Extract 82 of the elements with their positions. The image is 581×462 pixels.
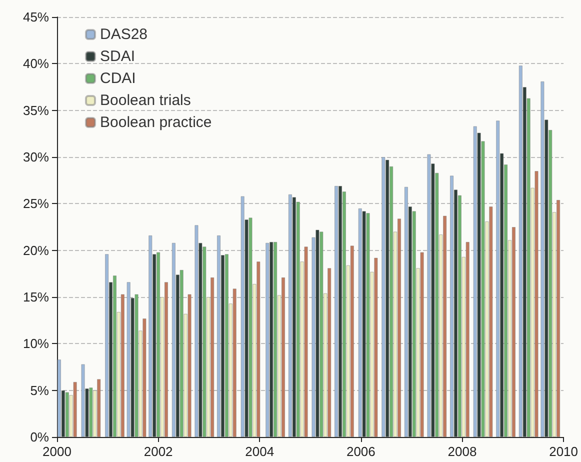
legend-label: SDAI [100, 48, 136, 65]
bar [534, 171, 538, 437]
bar [134, 294, 138, 437]
legend-label: Boolean trials [100, 92, 191, 109]
bar [374, 258, 378, 437]
bar [274, 242, 278, 437]
bar [420, 252, 424, 437]
x-tick-label: 2002 [144, 444, 173, 459]
bar [556, 200, 560, 437]
bar [512, 227, 516, 437]
bar [386, 160, 390, 437]
bar [73, 382, 77, 437]
y-tick-label: 35% [22, 102, 50, 118]
bar [142, 318, 146, 437]
bar [540, 81, 544, 437]
bar [338, 186, 342, 437]
bar [57, 360, 62, 437]
bar [328, 268, 332, 437]
bar [366, 213, 370, 437]
x-tick-label: 2004 [245, 444, 274, 459]
bar [194, 225, 198, 437]
legend-label: Boolean practice [100, 114, 212, 131]
x-tick-label: 2006 [346, 444, 376, 459]
bar [232, 288, 236, 437]
bar [112, 276, 117, 437]
bar [292, 197, 296, 437]
bar [126, 282, 130, 437]
bar [320, 232, 324, 437]
bar [180, 270, 184, 437]
bar [81, 364, 85, 437]
legend-label: DAS28 [100, 26, 148, 43]
bar [489, 206, 493, 437]
bar [120, 294, 124, 437]
bar [89, 388, 93, 437]
bar [382, 157, 386, 437]
bar [148, 235, 152, 437]
bar [270, 242, 274, 437]
bar [443, 216, 447, 437]
bar [210, 277, 214, 437]
bar [362, 211, 366, 437]
x-tick-label: 2000 [42, 444, 72, 459]
bar [473, 126, 477, 437]
bar [65, 392, 69, 437]
bar [97, 379, 101, 437]
bar [288, 194, 292, 437]
y-tick-label: 15% [22, 290, 50, 304]
bar [427, 154, 431, 437]
bar [172, 242, 176, 437]
bar [466, 242, 470, 437]
bar [281, 277, 286, 437]
bar [105, 254, 109, 437]
y-tick-label: 25% [22, 196, 50, 212]
bar [266, 242, 270, 437]
y-tick-label: 20% [22, 242, 50, 258]
bar [450, 176, 454, 437]
bar [334, 186, 338, 437]
bar [224, 254, 228, 437]
bar [216, 235, 221, 437]
bar [202, 246, 206, 437]
bar [304, 246, 308, 437]
y-tick-label: 0% [30, 430, 50, 444]
bar [397, 218, 402, 437]
y-tick-label: 45% [22, 10, 50, 24]
x-tick-label: 2010 [549, 444, 578, 459]
legend-label: CDAI [100, 70, 136, 87]
bar [496, 120, 500, 437]
bar [316, 230, 320, 437]
bar [404, 186, 408, 437]
y-tick-label: 40% [22, 56, 50, 72]
bar [164, 282, 168, 437]
bar [156, 252, 160, 437]
bar [350, 246, 354, 437]
bar [188, 294, 192, 437]
y-tick-label: 30% [22, 150, 50, 164]
x-tick-label: 2008 [448, 444, 477, 459]
y-tick-label: 10% [22, 336, 50, 352]
bar [256, 262, 260, 437]
bar [518, 66, 522, 437]
bar [358, 208, 362, 437]
bar [248, 218, 252, 437]
bar [240, 196, 244, 437]
y-tick-label: 5% [30, 382, 50, 398]
